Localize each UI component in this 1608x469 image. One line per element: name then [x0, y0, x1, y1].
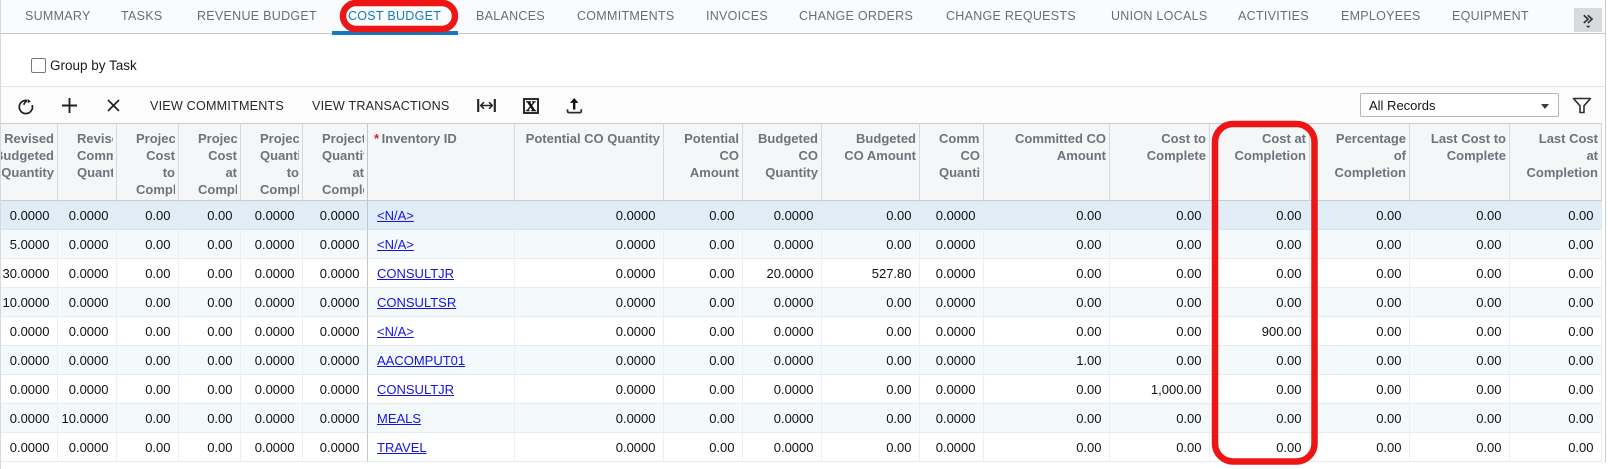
svg-text:X: X	[526, 99, 537, 114]
